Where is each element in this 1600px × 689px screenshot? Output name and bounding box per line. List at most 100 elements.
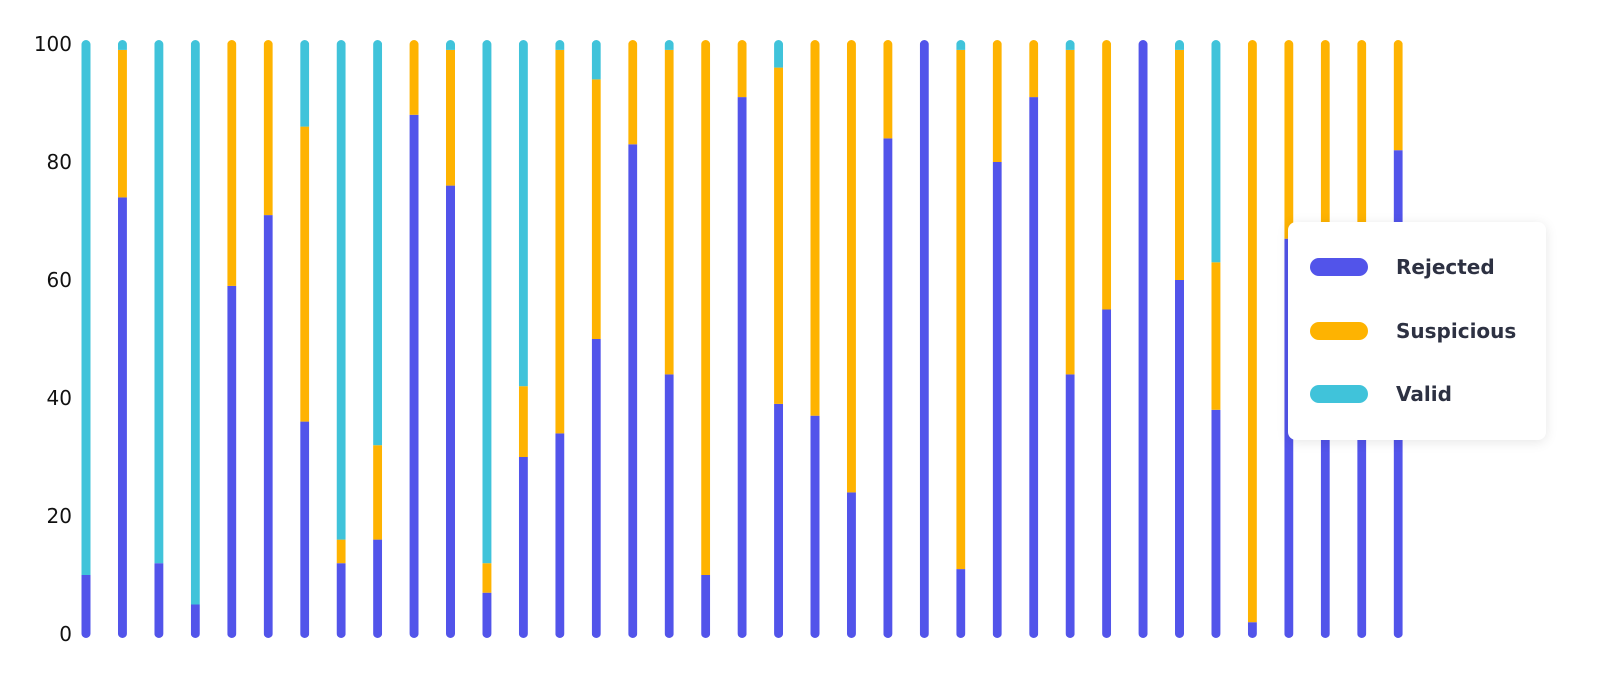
bar-segment-valid [482,40,492,564]
bar-segment-suspicious [1029,40,1039,98]
stacked-bar [117,40,127,638]
bar-segment-valid [446,40,455,50]
bar-segment-rejected [883,138,893,638]
bar-segment-rejected [1138,40,1148,638]
stacked-bar [154,40,164,638]
bar-segment-valid [555,40,565,50]
bar-segment-rejected [117,197,127,638]
bar-segment-valid [190,40,200,605]
bar-segment-suspicious [555,49,565,434]
bar-segment-suspicious [518,386,528,457]
stacked-bar [992,40,1002,638]
bar-segment-suspicious [846,40,856,493]
bar-segment-valid [956,40,966,50]
bar-segment-valid [1211,40,1221,263]
bar-segment-valid [774,40,784,68]
bar-segment-rejected [482,592,492,638]
stacked-bar [701,40,711,638]
bar-segment-rejected [336,563,346,638]
stacked-bar [883,40,893,638]
bar-segment-rejected [1029,97,1039,638]
bar-segment-valid [154,40,164,564]
bar-segment-suspicious [701,40,711,575]
bar-segment-suspicious [373,445,383,540]
bar-segment-valid [591,40,601,80]
legend-item-rejected: Rejected [1310,255,1495,279]
bar-segment-suspicious [737,40,747,98]
legend-swatch-rejected [1310,258,1368,276]
stacked-bar [774,40,784,638]
bar-segment-valid [81,40,91,575]
legend-swatch-valid [1310,385,1368,403]
bar-segment-rejected [591,339,601,638]
stacked-bar [300,40,310,638]
bar-segment-suspicious [628,40,638,145]
bar-segment-rejected [1102,309,1112,638]
bar-segment-suspicious [774,67,784,404]
stacked-bar [446,40,455,638]
bar-series-group [81,40,1403,638]
bar-segment-suspicious [1247,40,1257,623]
bar-segment-rejected [81,575,91,638]
stacked-bar [482,40,492,638]
stacked-bar [737,40,747,638]
bar-segment-rejected [227,285,237,638]
y-tick-label: 20 [47,504,72,528]
bar-segment-rejected [846,492,856,638]
bar-segment-suspicious [263,40,273,216]
bar-segment-suspicious [336,539,346,564]
bar-segment-rejected [774,403,784,638]
bar-segment-suspicious [1065,49,1075,375]
legend-label-suspicious: Suspicious [1396,319,1517,343]
bar-segment-rejected [446,185,455,638]
bar-segment-valid [300,40,310,127]
y-axis: 0 20 40 60 80 100 [34,32,72,646]
stacked-bar [1065,40,1075,638]
y-tick-label: 0 [59,622,72,646]
stacked-bar [846,40,856,638]
bar-segment-valid [373,40,383,446]
bar-segment-suspicious [956,49,966,570]
stacked-bar [664,40,674,638]
stacked-bar [919,40,929,638]
bar-segment-rejected [701,575,711,638]
legend-label-rejected: Rejected [1396,255,1495,279]
bar-segment-valid [518,40,528,387]
stacked-bar [373,40,383,638]
stacked-bar [409,40,419,638]
stacked-bar [591,40,601,638]
bar-segment-valid [336,40,346,540]
bar-segment-suspicious [1284,40,1294,239]
bar-segment-suspicious [446,49,455,186]
bar-segment-suspicious [591,79,601,340]
bar-segment-suspicious [300,126,310,422]
bar-segment-valid [1065,40,1075,50]
stacked-bar [190,40,200,638]
stacked-bar [810,40,820,638]
stacked-bar [1247,40,1257,638]
bar-segment-rejected [409,114,419,638]
legend-label-valid: Valid [1396,382,1452,406]
stacked-bar [1175,40,1184,638]
stacked-bar [1284,40,1294,638]
stacked-bar [81,40,91,638]
bar-segment-suspicious [227,40,237,286]
bar-segment-rejected [992,162,1002,638]
bar-segment-suspicious [810,40,820,416]
bar-segment-valid [117,40,127,50]
y-tick-label: 60 [47,268,72,292]
bar-segment-suspicious [409,40,419,115]
bar-segment-rejected [919,40,929,638]
bar-segment-rejected [518,457,528,638]
bar-segment-rejected [190,604,200,638]
legend: Rejected Suspicious Valid [1288,222,1546,440]
bar-segment-suspicious [482,563,492,593]
stacked-bar [263,40,273,638]
bar-segment-rejected [1175,280,1184,638]
bar-segment-rejected [300,421,310,638]
bar-segment-rejected [1065,374,1075,638]
bar-segment-suspicious [1320,40,1330,239]
legend-swatch-suspicious [1310,322,1368,340]
bar-segment-rejected [628,144,638,638]
bar-segment-valid [1175,40,1184,50]
